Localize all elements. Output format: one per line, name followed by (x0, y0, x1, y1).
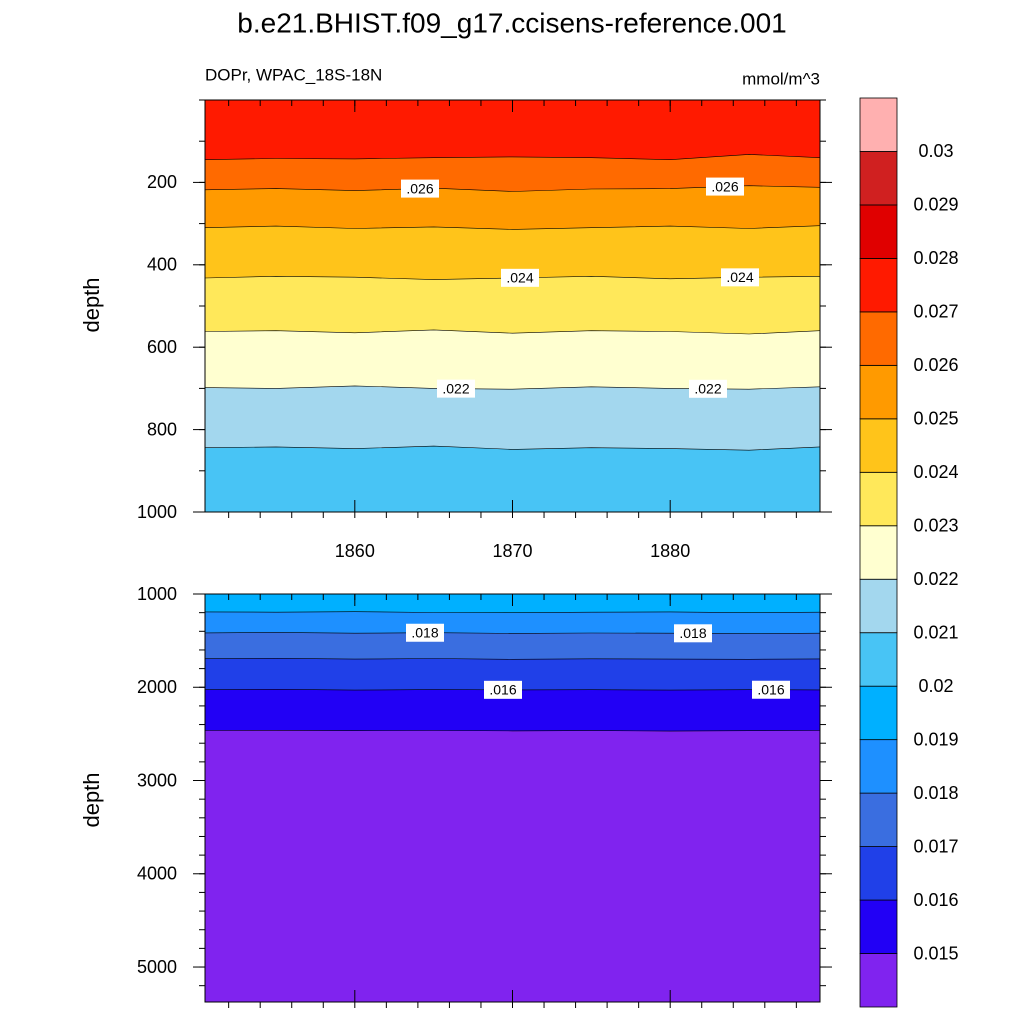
contour-band (205, 730, 820, 1002)
x-tick-label: 1870 (492, 541, 532, 561)
contour-line (205, 729, 820, 732)
contour-line (205, 611, 820, 614)
colorbar-box (859, 685, 898, 741)
contour-label-bg (437, 379, 475, 398)
colorbar-label: 0.021 (913, 622, 958, 642)
plot-area: .026 .026 .024 .024 .022 .022 (205, 100, 820, 512)
contour-line (205, 225, 820, 230)
colorbar-box (859, 525, 898, 580)
colorbar-label: 0.019 (913, 729, 958, 749)
contour-label: .018 (679, 625, 706, 641)
colorbar-label: 0.03 (918, 141, 953, 161)
contour-label: .026 (406, 180, 433, 196)
colorbar-box (859, 418, 898, 473)
y-axis-label: depth (79, 772, 104, 827)
colorbar-label: 0.015 (913, 943, 958, 963)
y-tick-label: 1000 (137, 502, 177, 522)
colorbar-box (859, 792, 898, 847)
contour-line (205, 632, 820, 634)
chart-title: b.e21.BHIST.f09_g17.ccisens-reference.00… (237, 7, 786, 38)
contour-label-bg (401, 179, 439, 198)
colorbar-label: 0.017 (913, 836, 958, 856)
colorbar-box (859, 846, 898, 901)
contour-label-bg (721, 268, 759, 287)
contour-label-bg (406, 623, 444, 642)
colorbar-label: 0.023 (913, 516, 958, 536)
colorbar-box (859, 578, 898, 634)
contour-band (205, 446, 820, 512)
contour-label: .024 (506, 270, 533, 286)
colorbar-label: 0.02 (918, 676, 953, 696)
colorbar-label: 0.027 (913, 302, 958, 322)
contour-label: .016 (757, 681, 784, 697)
colorbar-box (859, 258, 898, 313)
contour-label-bg (706, 177, 744, 196)
contour-label: .026 (711, 178, 738, 194)
colorbar-label: 0.028 (913, 248, 958, 268)
x-tick-label: 1880 (650, 541, 690, 561)
y-tick-label: 1000 (137, 584, 177, 604)
x-tick-label: 1860 (335, 541, 375, 561)
colorbar-label: 0.016 (913, 890, 958, 910)
colorbar-box (859, 311, 898, 366)
colorbar-box (859, 151, 898, 206)
contour-line (205, 154, 820, 161)
colorbar-box (859, 471, 898, 527)
colorbar-box (859, 97, 898, 152)
contour-label-bg (501, 268, 539, 287)
y-tick-label: 800 (147, 419, 177, 439)
colorbar-label: 0.024 (913, 462, 958, 482)
contour-label: .022 (694, 380, 721, 396)
y-tick-label: 4000 (137, 864, 177, 884)
contour-label: .024 (726, 269, 753, 285)
contour-label: .022 (442, 380, 469, 396)
colorbar-label: 0.029 (913, 195, 958, 215)
colorbar-label: 0.022 (913, 569, 958, 589)
contour-label: .018 (411, 624, 438, 640)
contour-label: .016 (489, 682, 516, 698)
colorbar-label: 0.026 (913, 355, 958, 375)
colorbar-box (859, 899, 898, 954)
colorbar-box (859, 632, 898, 687)
colorbar-label: 0.018 (913, 783, 958, 803)
colorbar-box (859, 364, 898, 420)
y-tick-label: 600 (147, 337, 177, 357)
plot-area: .018 .018 .016 .016 (205, 594, 820, 1002)
colorbar-label: 0.025 (913, 409, 958, 429)
contour-line (205, 445, 820, 451)
contour-line (205, 329, 820, 335)
contour-label-bg (752, 680, 790, 699)
contour-label-bg (484, 680, 522, 699)
y-tick-label: 400 (147, 255, 177, 275)
colorbar-box (859, 204, 898, 259)
subtitle-left: DOPr, WPAC_18S-18N (205, 65, 382, 84)
contour-label-bg (689, 379, 727, 398)
contour-line (205, 657, 820, 660)
y-tick-label: 2000 (137, 677, 177, 697)
contour-label-bg (674, 624, 712, 643)
y-axis-label: depth (79, 277, 104, 332)
colorbar-box (859, 953, 898, 1008)
y-tick-label: 3000 (137, 770, 177, 790)
y-tick-label: 200 (147, 172, 177, 192)
units: mmol/m^3 (742, 69, 820, 88)
y-tick-label: 5000 (137, 957, 177, 977)
colorbar-box (859, 739, 898, 794)
